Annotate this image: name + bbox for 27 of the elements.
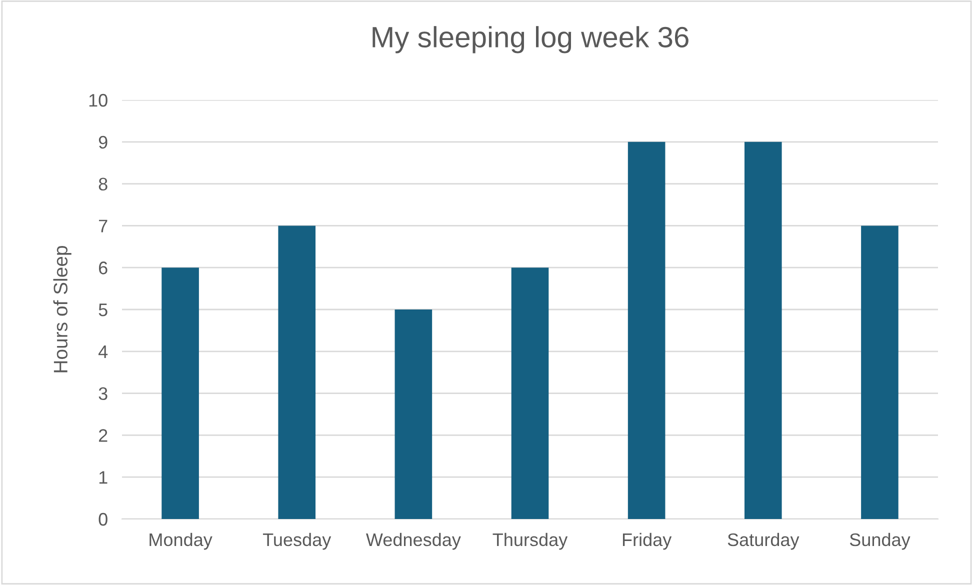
bar xyxy=(628,142,666,519)
y-axis-title: Hours of Sleep xyxy=(53,246,72,372)
x-tick-label: Wednesday xyxy=(366,532,461,550)
bar xyxy=(278,226,316,519)
bar xyxy=(511,268,549,519)
y-tick-label: 9 xyxy=(98,136,108,149)
x-tick-label: Thursday xyxy=(492,532,568,550)
chart-title: My sleeping log week 36 xyxy=(372,26,688,54)
x-tick-label: Sunday xyxy=(850,532,910,550)
x-tick-label: Saturday xyxy=(728,532,800,550)
bar xyxy=(861,226,898,519)
y-tick-label: 4 xyxy=(98,346,108,358)
bar xyxy=(744,142,782,519)
x-tick-label: Friday xyxy=(622,532,672,550)
x-tick-label: Tuesday xyxy=(262,532,332,550)
y-tick-label: 6 xyxy=(98,262,108,274)
y-tick-label: 7 xyxy=(98,220,108,232)
y-tick-label: 0 xyxy=(98,512,108,526)
y-tick-label: 3 xyxy=(98,387,108,400)
y-tick-label: 1 xyxy=(99,471,108,484)
y-tick-label: 8 xyxy=(98,178,108,191)
y-tick-label: 2 xyxy=(98,429,108,442)
y-tick-label: 10 xyxy=(89,94,108,107)
bar xyxy=(162,268,199,519)
x-tick-label: Monday xyxy=(150,532,212,550)
bar xyxy=(394,310,432,519)
y-tick-label: 5 xyxy=(98,304,108,316)
